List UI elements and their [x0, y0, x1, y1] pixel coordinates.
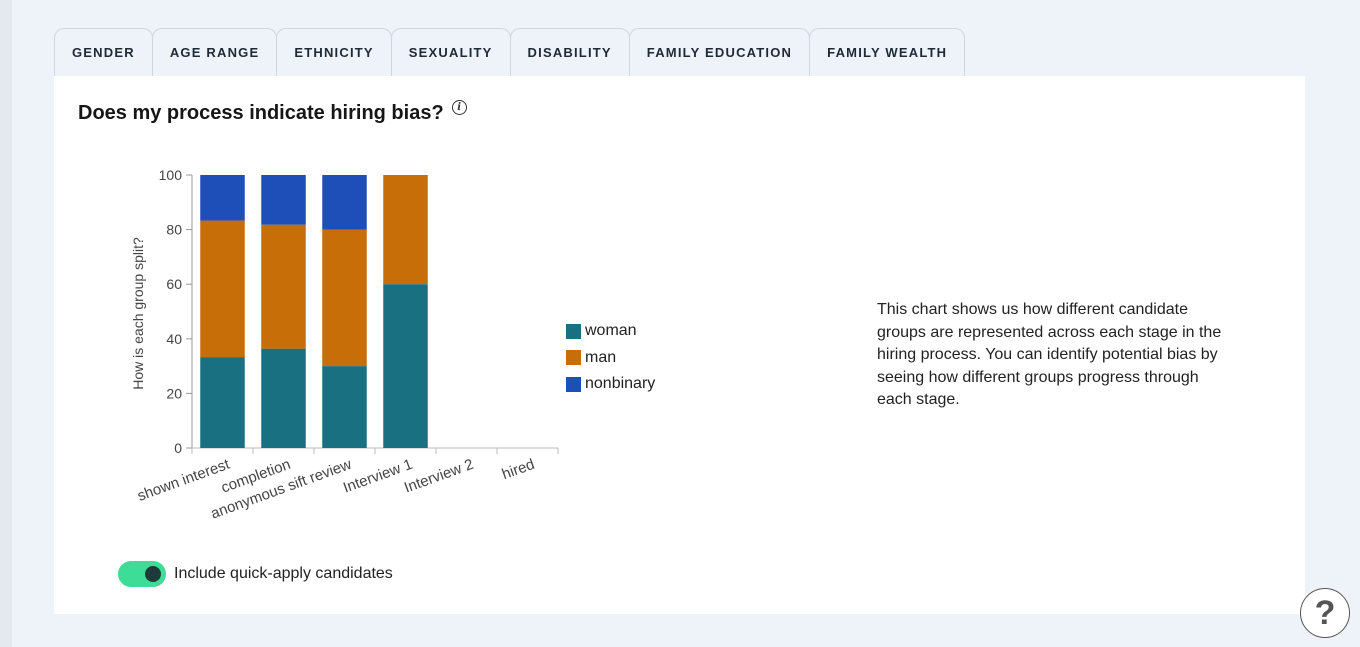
y-tick-label: 100: [159, 167, 183, 183]
tab-disability[interactable]: DISABILITY: [509, 28, 630, 76]
panel-title: Does my process indicate hiring bias?: [78, 102, 444, 124]
tab-ethnicity[interactable]: ETHNICITY: [276, 28, 392, 76]
demographic-tabs: GENDER AGE RANGE ETHNICITY SEXUALITY DIS…: [54, 28, 966, 76]
legend-label-woman: woman: [585, 322, 637, 340]
help-button[interactable]: ?: [1300, 588, 1350, 638]
chart-description: This chart shows us how different candid…: [877, 301, 1222, 408]
legend-swatch-man: [566, 350, 581, 366]
tab-sexuality[interactable]: SEXUALITY: [390, 28, 511, 76]
toggle-knob: [145, 566, 161, 582]
quick-apply-label: Include quick-apply candidates: [174, 565, 393, 582]
help-question-icon: ?: [1314, 593, 1336, 632]
bar-nonbinary-completion: [261, 175, 306, 225]
bar-man-completion: [261, 224, 306, 349]
bar-woman-shown-interest: [200, 357, 245, 448]
bar-man-interview-1: [383, 175, 428, 285]
bar-man-shown-interest: [200, 220, 245, 358]
legend-swatch-nonbinary: [566, 376, 581, 392]
y-axis-label: How is each group split?: [130, 237, 146, 390]
quick-apply-toggle-row: Include quick-apply candidates: [118, 561, 393, 587]
y-tick-label: 40: [166, 331, 182, 347]
bar-woman-anonymous-sift-review: [322, 366, 367, 448]
legend-label-man: man: [585, 348, 617, 366]
bar-woman-completion: [261, 348, 306, 448]
legend-item-man[interactable]: man: [566, 345, 655, 372]
y-tick-label: 20: [166, 385, 182, 401]
x-tick-label: Interview 2: [402, 456, 476, 497]
x-tick-label: hired: [500, 456, 537, 483]
y-tick-label: 60: [166, 276, 182, 292]
legend-item-woman[interactable]: woman: [566, 318, 655, 345]
y-tick-label: 80: [166, 222, 182, 238]
bar-woman-interview-1: [383, 284, 428, 448]
legend-label-nonbinary: nonbinary: [585, 375, 656, 393]
chart-legend: woman man nonbinary: [566, 318, 655, 398]
bar-nonbinary-anonymous-sift-review: [322, 175, 367, 230]
legend-swatch-woman: [566, 323, 581, 339]
y-tick-label: 0: [174, 440, 182, 456]
tab-family-wealth[interactable]: FAMILY WEALTH: [809, 28, 966, 76]
tab-family-education[interactable]: FAMILY EDUCATION: [628, 28, 811, 76]
tab-age-range[interactable]: AGE RANGE: [151, 28, 278, 76]
panel-title-row: Does my process indicate hiring bias? i: [78, 100, 467, 125]
quick-apply-toggle[interactable]: [118, 561, 166, 587]
bar-man-anonymous-sift-review: [322, 229, 367, 367]
x-tick-label: Interview 1: [341, 456, 415, 497]
bar-nonbinary-shown-interest: [200, 175, 245, 221]
left-edge: [0, 0, 12, 647]
legend-item-nonbinary[interactable]: nonbinary: [566, 371, 655, 398]
info-icon[interactable]: i: [451, 100, 467, 115]
